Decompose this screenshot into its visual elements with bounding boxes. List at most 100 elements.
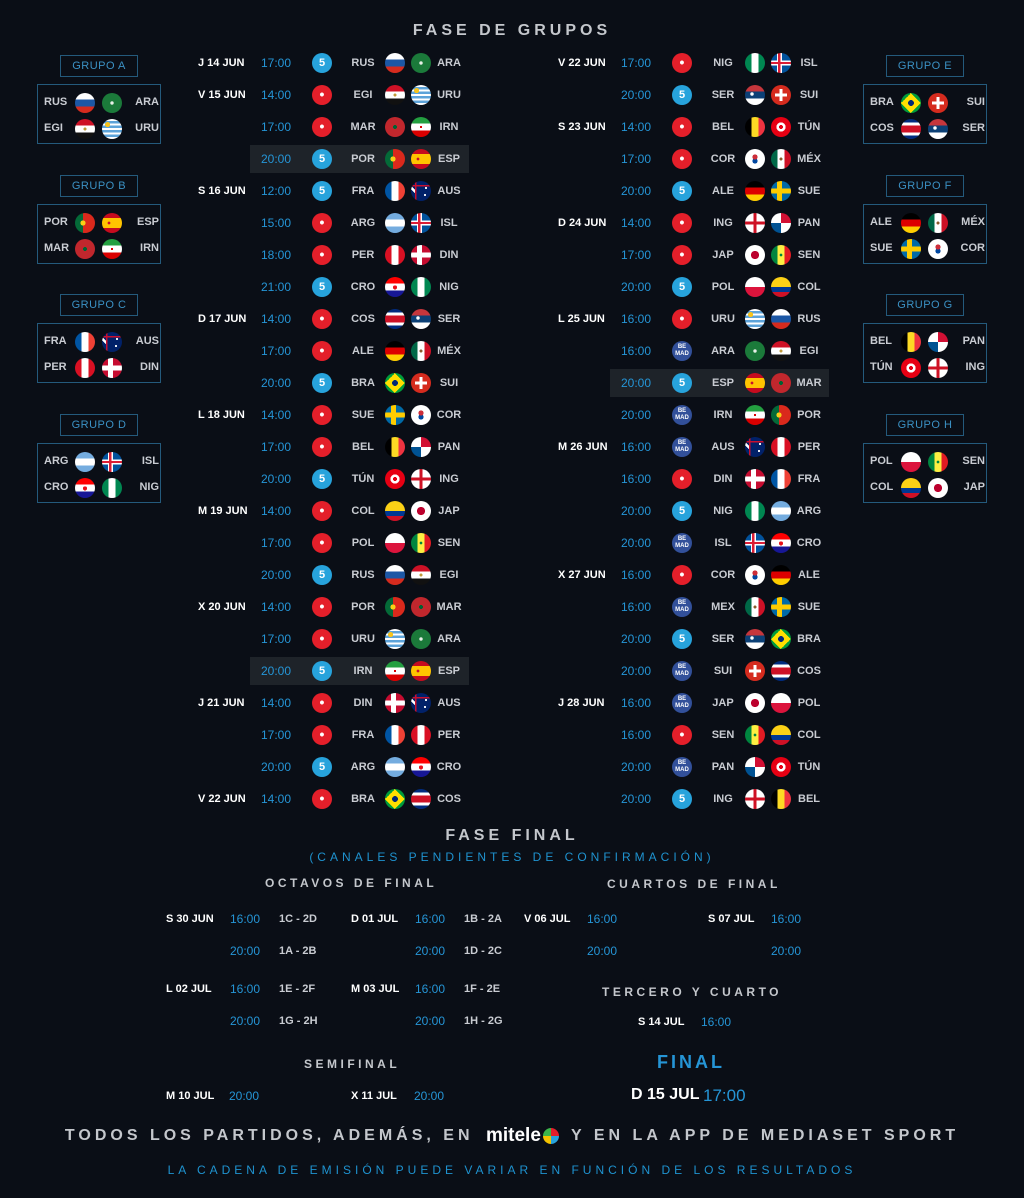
flag-icon [745,213,765,233]
mitele-dot-icon [542,1127,559,1144]
cuatro-five-logo: 5 [672,789,692,809]
cuatro-five-logo: 5 [312,149,332,169]
flag-icon [771,437,791,457]
flag-icon [411,501,431,521]
home-team: MEX [711,601,735,613]
flag-icon [901,93,921,113]
group-team-name: DIN [140,361,159,373]
home-team: FRA [351,185,375,197]
flag-icon [745,245,765,265]
group-team-name: COL [870,481,894,493]
flag-icon [745,597,765,617]
knockout-match: 1D - 2C [464,945,502,957]
flag-icon [745,373,765,393]
flag-icon [385,565,405,585]
flag-icon [928,452,948,472]
flag-icon [411,693,431,713]
flag-icon [745,309,765,329]
flag-icon [385,149,405,169]
away-team: COL [797,281,821,293]
group-team-name: SUE [870,242,893,254]
away-team: ISL [440,217,458,229]
flag-icon [385,437,405,457]
knockout-time: 20:00 [415,944,446,958]
away-team: CRO [436,761,462,773]
flag-icon [771,661,791,681]
match-time: 17:00 [261,120,292,134]
flag-icon [771,501,791,521]
be-mad-logo: BE MAD [672,533,692,553]
flag-icon [411,565,431,585]
flag-icon [771,597,791,617]
flag-icon [745,661,765,681]
cuatro-five-logo: 5 [312,53,332,73]
match-time: 21:00 [261,280,292,294]
match-time: 16:00 [621,312,652,326]
tercero-day: S 14 JUL [638,1016,685,1028]
group-team-name: MÉX [961,216,985,228]
away-team: COL [797,729,821,741]
flag-icon [385,277,405,297]
match-time: 16:00 [621,600,652,614]
match-time: 20:00 [621,536,652,550]
away-team: SER [437,313,461,325]
highlight-row [250,145,469,173]
groups-title: FASE DE GRUPOS [412,22,612,39]
home-team: JAP [712,249,734,261]
flag-icon [385,629,405,649]
cuatro-channel-logo: • [312,789,332,809]
knockout-match: 1A - 2B [279,945,317,957]
flag-icon [102,93,122,113]
home-team: ARA [711,345,735,357]
match-time: 16:00 [621,728,652,742]
away-team: MAR [796,377,822,389]
home-team: PER [351,249,375,261]
match-time: 16:00 [621,568,652,582]
away-team: EGI [439,569,459,581]
group-team-name: COR [960,242,985,254]
group-label: GRUPO E [886,55,964,77]
flag-icon [745,437,765,457]
flag-icon [385,469,405,489]
highlight-row [610,369,829,397]
flag-icon [771,789,791,809]
match-time: 14:00 [261,792,292,806]
away-team: SUI [439,377,459,389]
group-box [37,84,161,144]
match-time: 14:00 [621,120,652,134]
home-team: SUE [351,409,375,421]
flag-icon [771,373,791,393]
home-team: IRN [713,409,733,421]
group-team-name: MAR [44,242,70,254]
match-time: 20:00 [621,792,652,806]
home-team: TÚN [351,473,375,485]
cuatro-channel-logo: • [672,53,692,73]
match-time: 20:00 [621,184,652,198]
away-team: POR [797,409,821,421]
home-team: RUS [351,569,375,581]
flag-icon [385,597,405,617]
home-team: IRN [353,665,373,677]
group-team-name: IRN [140,242,159,254]
home-team: EGI [353,89,373,101]
flag-icon [771,117,791,137]
match-time: 17:00 [261,440,292,454]
group-box [863,443,987,503]
match-time: 15:00 [261,216,292,230]
footer-pre: TODOS LOS PARTIDOS, ADEMÁS, EN [64,1127,474,1145]
be-mad-logo: BE MAD [672,693,692,713]
group-team-name: PAN [962,335,985,347]
match-time: 20:00 [261,152,292,166]
cuartos-title: CUARTOS DE FINAL [607,877,781,891]
footer-post: Y EN LA APP DE MEDIASET SPORT [571,1127,960,1145]
knockout-time: 20:00 [230,944,261,958]
final-time: 17:00 [703,1086,746,1105]
match-day: J 14 JUN [198,57,245,69]
knockout-day: L 02 JUL [166,983,212,995]
home-team: BEL [352,441,374,453]
knockout-match: 1B - 2A [464,913,502,925]
flag-icon [411,757,431,777]
flag-icon [745,469,765,489]
flag-icon [411,341,431,361]
cuatro-five-logo: 5 [312,469,332,489]
